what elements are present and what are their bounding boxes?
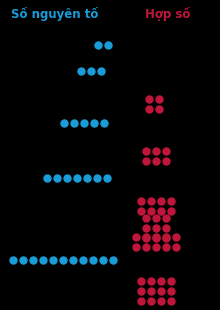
- Circle shape: [153, 225, 160, 232]
- Circle shape: [153, 148, 160, 155]
- Circle shape: [153, 234, 160, 241]
- Circle shape: [91, 120, 98, 127]
- Circle shape: [40, 257, 47, 264]
- Circle shape: [143, 244, 150, 251]
- Circle shape: [133, 234, 140, 241]
- Circle shape: [94, 175, 101, 182]
- Circle shape: [148, 198, 155, 205]
- Circle shape: [168, 298, 175, 305]
- Circle shape: [44, 175, 51, 182]
- Circle shape: [173, 244, 180, 251]
- Circle shape: [105, 42, 112, 49]
- Circle shape: [74, 175, 81, 182]
- Circle shape: [153, 235, 160, 242]
- Circle shape: [101, 120, 108, 127]
- Circle shape: [153, 158, 160, 165]
- Circle shape: [143, 235, 150, 242]
- Circle shape: [71, 120, 78, 127]
- Circle shape: [168, 208, 175, 215]
- Circle shape: [156, 106, 163, 113]
- Circle shape: [143, 158, 150, 165]
- Circle shape: [143, 215, 150, 222]
- Circle shape: [163, 158, 170, 165]
- Circle shape: [84, 175, 91, 182]
- Circle shape: [138, 208, 145, 215]
- Circle shape: [138, 288, 145, 295]
- Circle shape: [153, 215, 160, 222]
- Circle shape: [148, 278, 155, 285]
- Text: Số nguyên tố: Số nguyên tố: [11, 7, 99, 21]
- Circle shape: [146, 96, 153, 103]
- Circle shape: [138, 278, 145, 285]
- Circle shape: [156, 96, 163, 103]
- Circle shape: [88, 68, 95, 75]
- Text: Hợp số: Hợp số: [145, 7, 191, 21]
- Circle shape: [143, 148, 150, 155]
- Circle shape: [158, 298, 165, 305]
- Circle shape: [168, 288, 175, 295]
- Circle shape: [138, 298, 145, 305]
- Circle shape: [138, 198, 145, 205]
- Circle shape: [98, 68, 105, 75]
- Circle shape: [110, 257, 117, 264]
- Circle shape: [54, 175, 61, 182]
- Circle shape: [60, 257, 67, 264]
- Circle shape: [143, 225, 150, 232]
- Circle shape: [90, 257, 97, 264]
- Circle shape: [133, 244, 140, 251]
- Circle shape: [158, 198, 165, 205]
- Circle shape: [30, 257, 37, 264]
- Circle shape: [163, 148, 170, 155]
- Circle shape: [148, 298, 155, 305]
- Circle shape: [173, 234, 180, 241]
- Circle shape: [81, 120, 88, 127]
- Circle shape: [146, 106, 153, 113]
- Circle shape: [158, 208, 165, 215]
- Circle shape: [78, 68, 85, 75]
- Circle shape: [163, 234, 170, 241]
- Circle shape: [95, 42, 102, 49]
- Circle shape: [163, 225, 170, 232]
- Circle shape: [61, 120, 68, 127]
- Circle shape: [80, 257, 87, 264]
- Circle shape: [100, 257, 107, 264]
- Circle shape: [163, 215, 170, 222]
- Circle shape: [148, 288, 155, 295]
- Circle shape: [50, 257, 57, 264]
- Circle shape: [20, 257, 27, 264]
- Circle shape: [163, 235, 170, 242]
- Circle shape: [158, 278, 165, 285]
- Circle shape: [148, 208, 155, 215]
- Circle shape: [143, 234, 150, 241]
- Circle shape: [104, 175, 111, 182]
- Circle shape: [168, 278, 175, 285]
- Circle shape: [153, 244, 160, 251]
- Circle shape: [10, 257, 17, 264]
- Circle shape: [64, 175, 71, 182]
- Circle shape: [168, 198, 175, 205]
- Circle shape: [158, 288, 165, 295]
- Circle shape: [163, 244, 170, 251]
- Circle shape: [70, 257, 77, 264]
